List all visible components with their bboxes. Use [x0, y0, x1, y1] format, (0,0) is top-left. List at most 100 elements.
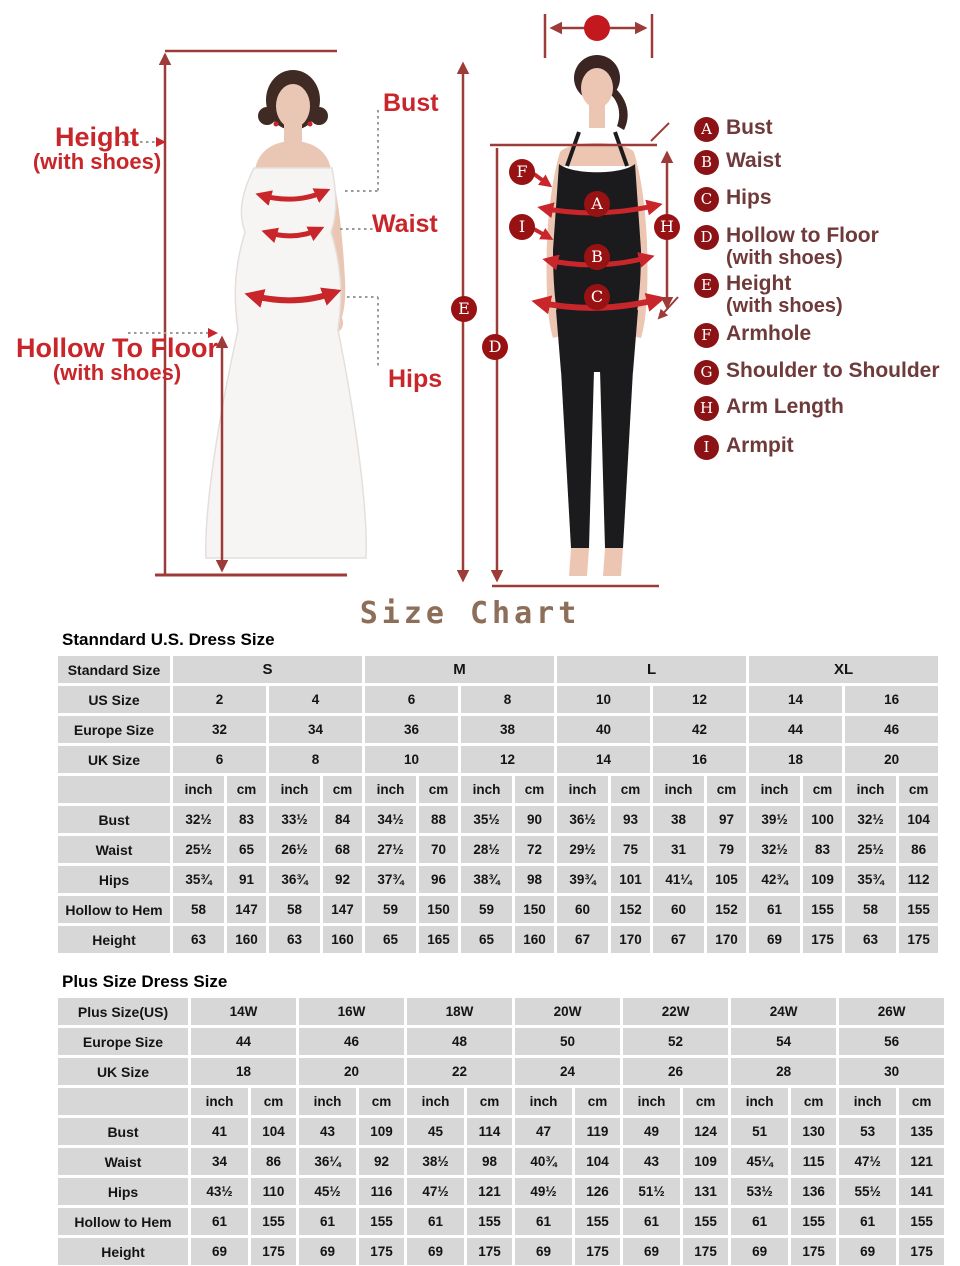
inch-value-cell: 53½ [731, 1178, 789, 1205]
row-label-cell: Plus Size(US) [58, 998, 188, 1025]
cm-value-cell: 88 [419, 806, 459, 833]
legend-item-c: C Hips [694, 186, 772, 212]
size-value-cell: 16 [845, 686, 939, 713]
inch-value-cell: 58 [173, 896, 224, 923]
waist-label-text: Waist [372, 210, 438, 238]
inch-value-cell: 61 [839, 1208, 897, 1235]
legend-label: Armpit [726, 434, 794, 457]
cm-value-cell: 104 [899, 806, 939, 833]
earring [307, 121, 313, 127]
group-cell-xl: XL [749, 656, 939, 683]
size-value-cell: 18W [407, 998, 513, 1025]
inch-value-cell: 61 [731, 1208, 789, 1235]
cm-value-cell: 70 [419, 836, 459, 863]
marker-b: B [584, 244, 610, 270]
inch-value-cell: 55½ [839, 1178, 897, 1205]
inch-value-cell: 43½ [191, 1178, 248, 1205]
left-figure-neck [284, 122, 302, 144]
legend-label: Hips [726, 186, 772, 209]
left-figure-hair-bun [258, 107, 276, 125]
inch-value-cell: 60 [653, 896, 705, 923]
inch-value-cell: 25½ [173, 836, 224, 863]
earring [273, 121, 279, 127]
cm-value-cell: 165 [419, 926, 459, 953]
inch-value-cell: 35¾ [173, 866, 224, 893]
cm-value-cell: 109 [359, 1118, 405, 1145]
inch-value-cell: 47½ [839, 1148, 897, 1175]
hips-measure-arrow [244, 287, 342, 308]
armpit-pointer-arrow [531, 226, 554, 240]
group-cell-m: M [365, 656, 555, 683]
legend-label: Shoulder to Shoulder [726, 359, 940, 382]
right-figure-leg [561, 370, 594, 548]
cm-value-cell: 170 [707, 926, 747, 953]
row-label-cell: UK Size [58, 1058, 188, 1085]
right-figure-leg [600, 370, 633, 548]
arm-length-tick-bottom [657, 296, 679, 320]
size-value-cell: 26 [623, 1058, 729, 1085]
size-value-cell: 6 [365, 686, 459, 713]
row-label-cell: Hips [58, 866, 170, 893]
unit-cm-cell: cm [707, 776, 747, 803]
size-value-cell: 50 [515, 1028, 621, 1055]
legend-marker-b: B [694, 150, 719, 175]
inch-value-cell: 67 [653, 926, 705, 953]
cm-value-cell: 155 [575, 1208, 621, 1235]
size-value-cell: 54 [731, 1028, 837, 1055]
measurement-illustration: Height (with shoes) Bust Waist Hollow To… [0, 0, 960, 600]
measure-row-hollow-to-hem: Hollow to Hem 58 147 58 147 59 150 59 150 60 152 60… [58, 896, 939, 923]
figures-drawing [122, 14, 679, 588]
cm-value-cell: 68 [323, 836, 363, 863]
height-label: Height (with shoes) [22, 123, 172, 174]
unit-cm-cell: cm [611, 776, 651, 803]
inch-value-cell: 61 [407, 1208, 465, 1235]
height-connector-arrowhead [156, 137, 166, 147]
cm-value-cell: 121 [899, 1148, 945, 1175]
right-figure-foot [603, 548, 623, 576]
legend-label: Hollow to Floor (with shoes) [726, 224, 879, 270]
right-figure-foot [569, 548, 589, 576]
arm-length-tick-top [650, 122, 670, 142]
inch-value-cell: 35½ [461, 806, 513, 833]
left-figure-face [276, 84, 310, 128]
head-width-dot [584, 15, 610, 41]
size-value-cell: 44 [749, 716, 843, 743]
unit-cm-cell: cm [515, 776, 555, 803]
cm-value-cell: 175 [803, 926, 843, 953]
right-figure-shoulders [560, 143, 634, 166]
inch-value-cell: 65 [365, 926, 417, 953]
size-value-cell: 38 [461, 716, 555, 743]
group-cell-s: S [173, 656, 363, 683]
right-figure-ponytail [609, 88, 628, 130]
inch-value-cell: 39¾ [557, 866, 609, 893]
row-label-cell: Height [58, 926, 170, 953]
row-label-cell: Waist [58, 836, 170, 863]
inch-value-cell: 42¾ [749, 866, 801, 893]
measure-row-waist: Waist 25½ 65 26½ 68 27½ 70 28½ 72 29½ 75 31 79 32½ 83 2… [58, 836, 939, 863]
legend-item-i: I Armpit [694, 434, 794, 460]
legend-label: Bust [726, 116, 773, 139]
cm-value-cell: 141 [899, 1178, 945, 1205]
cm-value-cell: 155 [803, 896, 843, 923]
inch-value-cell: 60 [557, 896, 609, 923]
right-figure [531, 55, 666, 576]
cm-value-cell: 93 [611, 806, 651, 833]
legend-marker-e: E [694, 273, 719, 298]
header-row-europe-size: Europe Size 44 46 48 50 52 54 56 [58, 1028, 945, 1055]
size-value-cell: 22 [407, 1058, 513, 1085]
size-value-cell: 14W [191, 998, 297, 1025]
legend-marker-h: H [694, 396, 719, 421]
size-value-cell: 6 [173, 746, 266, 773]
size-value-cell: 16W [299, 998, 405, 1025]
cm-value-cell: 115 [791, 1148, 837, 1175]
inch-value-cell: 38 [653, 806, 705, 833]
size-value-cell: 10 [365, 746, 459, 773]
cm-value-cell: 155 [683, 1208, 729, 1235]
inch-value-cell: 51½ [623, 1178, 681, 1205]
size-value-cell: 30 [839, 1058, 945, 1085]
size-value-cell: 46 [845, 716, 939, 743]
size-value-cell: 28 [731, 1058, 837, 1085]
legend-item-a: A Bust [694, 116, 773, 142]
cm-value-cell: 90 [515, 806, 555, 833]
header-row-us-size: US Size 2 4 6 8 10 12 14 16 [58, 686, 939, 713]
